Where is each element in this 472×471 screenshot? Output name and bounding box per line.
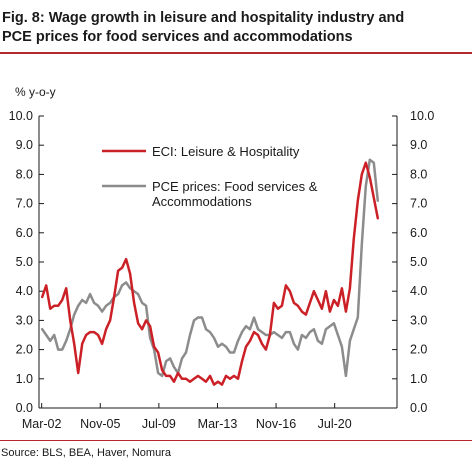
- source-note: Source: BLS, BEA, Haver, Nomura: [1, 447, 171, 459]
- x-axis: Mar-02 Nov-05 Jul-09 Mar-13 Nov-16 Jul-20: [22, 403, 352, 431]
- series-line-eci-leisure-hospitality: [40, 161, 380, 386]
- y-tick-label-left: 2.0: [16, 343, 33, 357]
- y-tick-label-left: 7.0: [16, 197, 33, 211]
- series-layer: [40, 158, 380, 386]
- y-tick-label-left: 0.0: [16, 401, 33, 415]
- y-tick-label-right: 9.0: [410, 138, 427, 152]
- y-tick-label-right: 8.0: [410, 167, 427, 181]
- y-tick-label-right: 0.0: [410, 401, 427, 415]
- y-tick-label-right: 2.0: [410, 343, 427, 357]
- y-tick-label-left: 9.0: [16, 138, 33, 152]
- y-tick-label-left: 5.0: [16, 255, 33, 269]
- chart-title: Fig. 8: Wage growth in leisure and hospi…: [2, 9, 462, 47]
- x-tick-label: Jul-09: [142, 417, 176, 431]
- y-tick-label-right: 7.0: [410, 197, 427, 211]
- legend-label-pce-line-1: PCE prices: Food services &: [152, 179, 318, 194]
- legend: ECI: Leisure & Hospitality PCE prices: Fo…: [102, 144, 318, 209]
- x-tick-label: Jul-20: [318, 417, 352, 431]
- source-divider: [0, 440, 472, 441]
- y-tick-label-right: 1.0: [410, 372, 427, 386]
- chart-title-line-1: Fig. 8: Wage growth in leisure and hospi…: [2, 10, 405, 26]
- y-tick-label-left: 4.0: [16, 284, 33, 298]
- y-axis-right: 0.0 1.0 2.0 3.0 4.0 5.0 6.0 7.0 8.0 9.0 10.0: [392, 109, 434, 415]
- y-tick-label-right: 5.0: [410, 255, 427, 269]
- y-tick-label-right: 4.0: [410, 284, 427, 298]
- series-line-pce-food-services: [40, 158, 380, 378]
- line-chart: 0.0 1.0 2.0 3.0 4.0 5.0 6.0 7.0 8.0 9.0 10.0 0.0 1.…: [9, 109, 435, 431]
- y-tick-label-right: 10.0: [410, 109, 434, 123]
- y-tick-label-left: 1.0: [16, 372, 33, 386]
- legend-label-pce-line-2: Accommodations: [152, 194, 252, 209]
- chart-title-line-2: PCE prices for food services and accommo…: [2, 29, 353, 45]
- x-tick-label: Nov-16: [256, 417, 296, 431]
- y-tick-label-left: 6.0: [16, 226, 33, 240]
- title-divider: [0, 52, 472, 54]
- y-axis-left: 0.0 1.0 2.0 3.0 4.0 5.0 6.0 7.0 8.0 9.0 10.0: [9, 109, 44, 415]
- x-tick-label: Nov-05: [80, 417, 120, 431]
- y-axis-unit-label: % y-o-y: [15, 85, 56, 99]
- x-tick-label: Mar-02: [22, 417, 62, 431]
- x-tick-label: Mar-13: [198, 417, 238, 431]
- y-tick-label-right: 6.0: [410, 226, 427, 240]
- legend-label-eci: ECI: Leisure & Hospitality: [152, 144, 300, 159]
- y-tick-label-left: 3.0: [16, 313, 33, 327]
- y-tick-label-left: 10.0: [9, 109, 33, 123]
- y-tick-label-left: 8.0: [16, 167, 33, 181]
- y-tick-label-right: 3.0: [410, 313, 427, 327]
